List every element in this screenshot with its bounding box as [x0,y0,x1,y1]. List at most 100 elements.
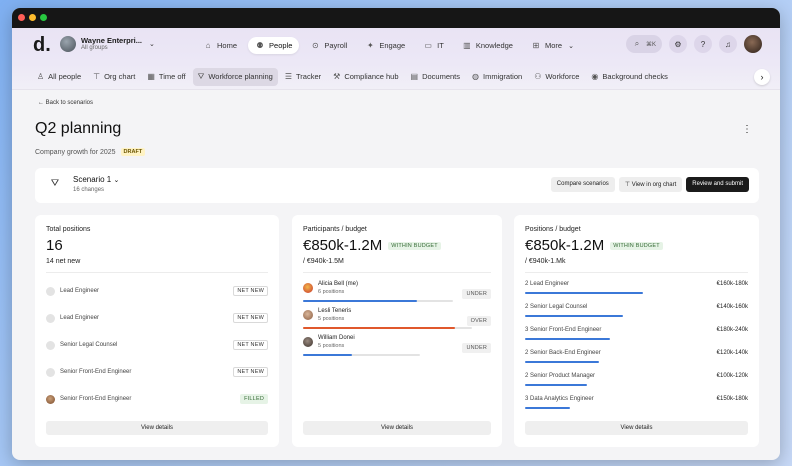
position-name: 2 Senior Legal Counsel [525,304,588,310]
help-icon: ? [700,39,706,49]
avatar [46,340,55,350]
view-details-button[interactable]: View details [303,421,491,435]
position-name: Lead Engineer [60,315,100,321]
nav-it[interactable]: ▭ IT [416,37,451,54]
subnav-compliance-hub[interactable]: ⚒ Compliance hub [328,68,403,85]
position-row[interactable]: Senior Legal Counsel NET NEW [46,337,268,353]
budget-limit: / €940k-1.5M [303,258,344,265]
position-budget-bar [525,338,610,340]
budget-progress-track [303,327,473,329]
position-budget-row[interactable]: 3 Senior Front-End Engineer €180k-240k [525,325,748,347]
payroll-icon: ⊙ [312,41,319,50]
help-button[interactable]: ? [694,35,712,53]
participant-row[interactable]: William Donei 5 positions UNDER [303,334,491,360]
divider [46,272,268,273]
maximize-window-icon[interactable] [40,14,47,21]
scenario-selector[interactable]: Scenario 1 ⌄ [73,175,119,184]
company-name: Wayne Enterpri... [81,36,142,45]
nav-engage[interactable]: ✦ Engage [358,37,412,54]
globe-icon: ◍ [472,72,479,81]
org-chart-icon: ⊤ [624,182,631,188]
status-badge: UNDER [462,289,491,299]
subnav-label: Compliance hub [344,72,399,81]
engage-icon: ✦ [366,41,374,50]
review-and-submit-button[interactable]: Review and submit [686,177,749,192]
position-row[interactable]: Senior Front-End Engineer FILLED [46,391,268,407]
participant-row[interactable]: Alicia Bell (me) 6 positions UNDER [303,280,491,306]
position-budget-row[interactable]: 3 Data Analytics Engineer €150k-180k [525,394,748,416]
compare-scenarios-button[interactable]: Compare scenarios [550,177,615,192]
total-positions-card: Total positions 16 14 net new Lead Engin… [35,215,279,447]
laptop-icon: ▭ [424,41,432,50]
position-name: 3 Senior Front-End Engineer [525,327,602,333]
view-details-button[interactable]: View details [46,421,268,435]
position-row[interactable]: Lead Engineer NET NEW [46,310,268,326]
background-check-icon: ◉ [591,72,599,81]
user-avatar[interactable] [744,35,762,53]
minimize-window-icon[interactable] [29,14,36,21]
close-window-icon[interactable] [18,14,25,21]
subnav-tracker[interactable]: ☰ Tracker [280,68,326,85]
status-badge: NET NEW [233,313,268,323]
position-budget-row[interactable]: 2 Lead Engineer €160k-180k [525,279,748,301]
position-budget-row[interactable]: 2 Senior Legal Counsel €140k-160k [525,302,748,324]
settings-button[interactable]: ⚙ [669,35,687,53]
position-name: Senior Front-End Engineer [60,369,132,375]
view-details-button[interactable]: View details [525,421,748,435]
nav-home[interactable]: ⌂ Home [196,37,244,54]
status-badge: FILLED [240,394,268,404]
view-in-org-chart-button[interactable]: ⊤ View in org chart [618,177,683,192]
nav-knowledge[interactable]: ▥ Knowledge [455,37,520,54]
nav-more[interactable]: ⊞ More ⌄ [524,37,581,54]
position-name: Senior Legal Counsel [60,342,118,348]
subnav-time-off[interactable]: ▦ Time off [142,68,190,85]
chevron-right-icon[interactable]: › [754,69,770,85]
nav-people[interactable]: ⚉ People [248,37,300,54]
subnav-workforce[interactable]: ⚇ Workforce [529,68,584,85]
nav-payroll[interactable]: ⊙ Payroll [303,37,354,54]
net-new-count: 14 net new [46,258,81,265]
subnav-label: Tracker [296,72,322,81]
search-icon: ⌕ [634,39,640,48]
participant-row[interactable]: Lesli Teneris 5 positions OVER [303,307,491,333]
gear-icon: ⚙ [674,39,682,49]
position-budget-bar [525,407,570,409]
position-budget-row[interactable]: 2 Senior Product Manager €100k-120k [525,371,748,393]
positions-budget-value-row: €850k-1.2M WITHIN BUDGET [525,237,663,254]
position-row[interactable]: Senior Front-End Engineer NET NEW [46,364,268,380]
subnav-documents[interactable]: ▤ Documents [406,68,466,85]
position-row[interactable]: Lead Engineer NET NEW [46,283,268,299]
subnav-label: Workforce planning [208,72,273,81]
app-window: d. Wayne Enterpri... All groups ⌄ ⌂ Home … [12,8,780,460]
back-to-scenarios-link[interactable]: ← Back to scenarios [38,100,94,106]
logo[interactable]: d. [33,34,51,56]
budget-value: €850k-1.2M [525,237,605,254]
participant-name: William Donei [318,335,355,341]
search-button[interactable]: ⌕ ⌘K [625,35,662,53]
salary-range: €150k-180k [716,396,748,402]
position-budget-bar [525,292,644,294]
position-name: 2 Senior Product Manager [525,373,596,379]
draft-badge: DRAFT [120,148,146,156]
gavel-icon: ⚒ [333,72,341,81]
position-budget-row[interactable]: 2 Senior Back-End Engineer €120k-140k [525,348,748,370]
scenario-changes: 16 changes [73,187,105,193]
subnav-label: All people [48,72,82,81]
book-icon: ▥ [463,41,471,50]
participants-budget-card: Participants / budget €850k-1.2M WITHIN … [292,215,502,447]
subnav-workforce-planning[interactable]: ⛛ Workforce planning [192,67,278,86]
window-controls [18,14,47,21]
within-budget-badge: WITHIN BUDGET [388,241,441,250]
subnav-background-checks[interactable]: ◉ Background checks [586,68,672,85]
notifications-button[interactable]: ♫ [719,35,737,53]
subnav-immigration[interactable]: ◍ Immigration [467,68,527,85]
subnav-all-people[interactable]: ♙ All people [32,68,86,85]
main-nav: ⌂ Home ⚉ People ⊙ Payroll ✦ Engage ▭ IT ▥ Know… [196,37,581,54]
company-avatar [60,36,76,52]
more-options-icon[interactable]: ⋮ [742,124,752,135]
company-switcher[interactable]: Wayne Enterpri... All groups ⌄ [60,36,155,52]
scenario-bar: ⛛ Scenario 1 ⌄ 16 changes Compare scenar… [35,168,759,203]
nav-people-label: People [269,41,293,50]
subnav-org-chart[interactable]: ⊤ Org chart [88,68,140,85]
position-budget-bar [525,361,599,363]
